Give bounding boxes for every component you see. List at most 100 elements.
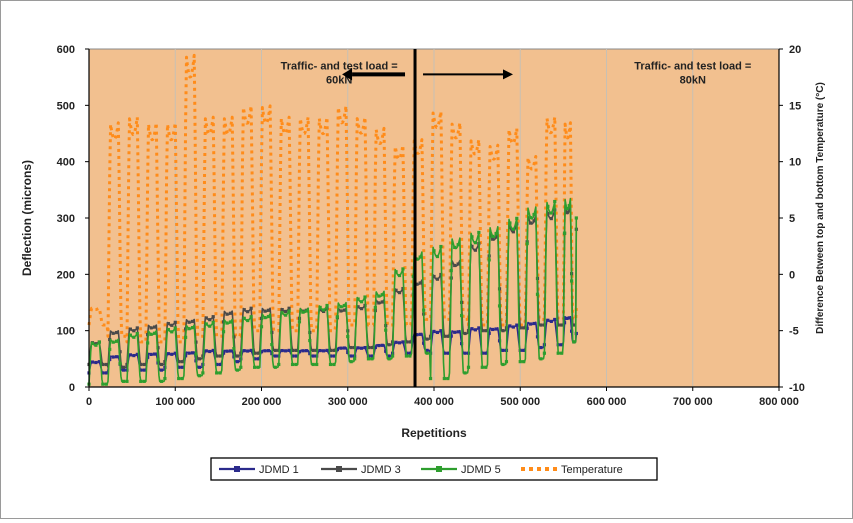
y2-tick-label-3: 5 [789, 213, 795, 225]
y-axis-title-right: Difference Between top and bottom Temper… [815, 82, 826, 334]
point-jdmd-5-48 [128, 333, 132, 337]
point-jdmd-1-472 [494, 327, 498, 331]
point-jdmd-3-240 [294, 348, 298, 352]
point-jdmd-3-516 [532, 219, 536, 223]
point-jdmd-3-148 [215, 354, 219, 358]
point-jdmd-3-460 [484, 329, 488, 333]
point-jdmd-5-224 [280, 311, 284, 315]
point-jdmd-1-448 [473, 328, 477, 332]
point-jdmd-5-68 [146, 341, 150, 345]
legend-label-jdmd-3: JDMD 3 [361, 464, 401, 476]
point-jdmd-1-116 [187, 351, 191, 355]
y2-tick-label-4: 10 [789, 157, 801, 169]
point-jdmd-5-116 [187, 327, 191, 331]
point-jdmd-1-140 [208, 349, 212, 354]
point-jdmd-5-344 [384, 328, 388, 332]
point-jdmd-1-252 [304, 349, 308, 353]
point-jdmd-5-56 [135, 332, 139, 336]
point-jdmd-5-480 [501, 362, 505, 367]
annotation-0-line-0: Traffic- and test load = [281, 61, 398, 73]
point-jdmd-1-524 [539, 345, 543, 350]
point-jdmd-3-412 [442, 334, 446, 338]
point-jdmd-1-540 [553, 317, 557, 322]
axes [85, 48, 783, 391]
point-jdmd-1-416 [446, 351, 450, 355]
point-jdmd-1-380 [415, 333, 419, 337]
point-jdmd-5-88 [163, 376, 167, 381]
point-jdmd-1-508 [525, 326, 529, 330]
point-jdmd-5-240 [294, 362, 298, 367]
y-tick-label-6: 600 [57, 44, 75, 56]
point-jdmd-5-92 [166, 328, 170, 332]
point-jdmd-5-124 [194, 352, 198, 356]
point-jdmd-3-568 [572, 323, 576, 327]
point-jdmd-1-452 [477, 326, 481, 330]
point-jdmd-1-184 [246, 349, 250, 353]
point-jdmd-5-192 [253, 365, 257, 369]
point-jdmd-5-236 [290, 362, 295, 367]
point-jdmd-3-384 [418, 281, 422, 285]
point-jdmd-5-540 [553, 199, 557, 204]
point-jdmd-1-20 [104, 371, 108, 375]
point-jdmd-1-460 [484, 351, 488, 355]
point-jdmd-5-196 [256, 365, 260, 369]
point-jdmd-1-564 [570, 329, 574, 333]
point-jdmd-5-232 [287, 309, 291, 313]
point-jdmd-1-412 [442, 351, 446, 355]
point-jdmd-1-148 [215, 362, 219, 367]
point-jdmd-1-196 [256, 357, 260, 361]
point-jdmd-1-92 [166, 352, 170, 356]
point-jdmd-1-216 [273, 354, 277, 358]
point-jdmd-5-492 [511, 227, 515, 231]
point-jdmd-1-340 [380, 343, 384, 347]
point-jdmd-3-304 [349, 345, 353, 350]
point-jdmd-3-492 [511, 230, 515, 234]
point-jdmd-5-108 [180, 376, 184, 381]
point-jdmd-1-104 [177, 365, 181, 369]
point-jdmd-5-552 [562, 231, 567, 235]
point-jdmd-3-84 [159, 362, 164, 367]
point-jdmd-5-216 [273, 365, 277, 369]
point-jdmd-5-212 [270, 342, 274, 347]
point-jdmd-3-512 [529, 221, 533, 225]
point-jdmd-1-392 [425, 348, 429, 352]
point-jdmd-5-572 [574, 216, 578, 220]
point-jdmd-1-480 [501, 348, 505, 352]
annotation-1-line-0: Traffic- and test load = [634, 61, 751, 73]
point-jdmd-3-136 [204, 316, 208, 320]
point-jdmd-5-328 [370, 357, 374, 361]
legend: JDMD 1 JDMD 3 JDMD 5 Temperature [210, 457, 658, 481]
point-jdmd-3-400 [432, 274, 436, 279]
y-tick-label-1: 100 [57, 326, 75, 338]
point-jdmd-3-96 [170, 323, 174, 327]
y-tick-label-5: 500 [57, 100, 75, 112]
legend-label-temperature: Temperature [561, 464, 623, 476]
point-jdmd-1-372 [408, 351, 412, 355]
point-jdmd-3-356 [394, 288, 398, 292]
point-jdmd-5-292 [339, 305, 343, 309]
x-tick-label-7: 700 000 [673, 396, 713, 408]
point-jdmd-1-108 [180, 365, 184, 369]
point-jdmd-3-392 [425, 337, 429, 341]
point-jdmd-3-292 [339, 309, 343, 313]
point-jdmd-1-64 [142, 368, 146, 372]
point-jdmd-5-488 [508, 221, 512, 225]
point-jdmd-5-172 [235, 368, 239, 372]
point-jdmd-5-276 [325, 303, 329, 308]
point-jdmd-5-152 [218, 371, 222, 375]
point-jdmd-1-76 [152, 352, 157, 356]
point-jdmd-1-436 [463, 351, 467, 355]
point-jdmd-5-416 [446, 376, 450, 381]
point-jdmd-5-360 [397, 273, 402, 278]
y2-tick-label-6: 20 [789, 44, 801, 56]
point-jdmd-3-280 [328, 348, 333, 352]
point-jdmd-3-216 [273, 348, 277, 352]
point-jdmd-3-380 [415, 282, 419, 286]
point-jdmd-5-512 [529, 216, 533, 220]
point-jdmd-3-72 [149, 326, 153, 330]
point-jdmd-5-20 [104, 382, 108, 386]
point-jdmd-3-60 [139, 362, 143, 367]
point-jdmd-1-496 [515, 323, 519, 327]
point-jdmd-5-144 [211, 320, 215, 324]
point-jdmd-3-56 [135, 326, 139, 330]
